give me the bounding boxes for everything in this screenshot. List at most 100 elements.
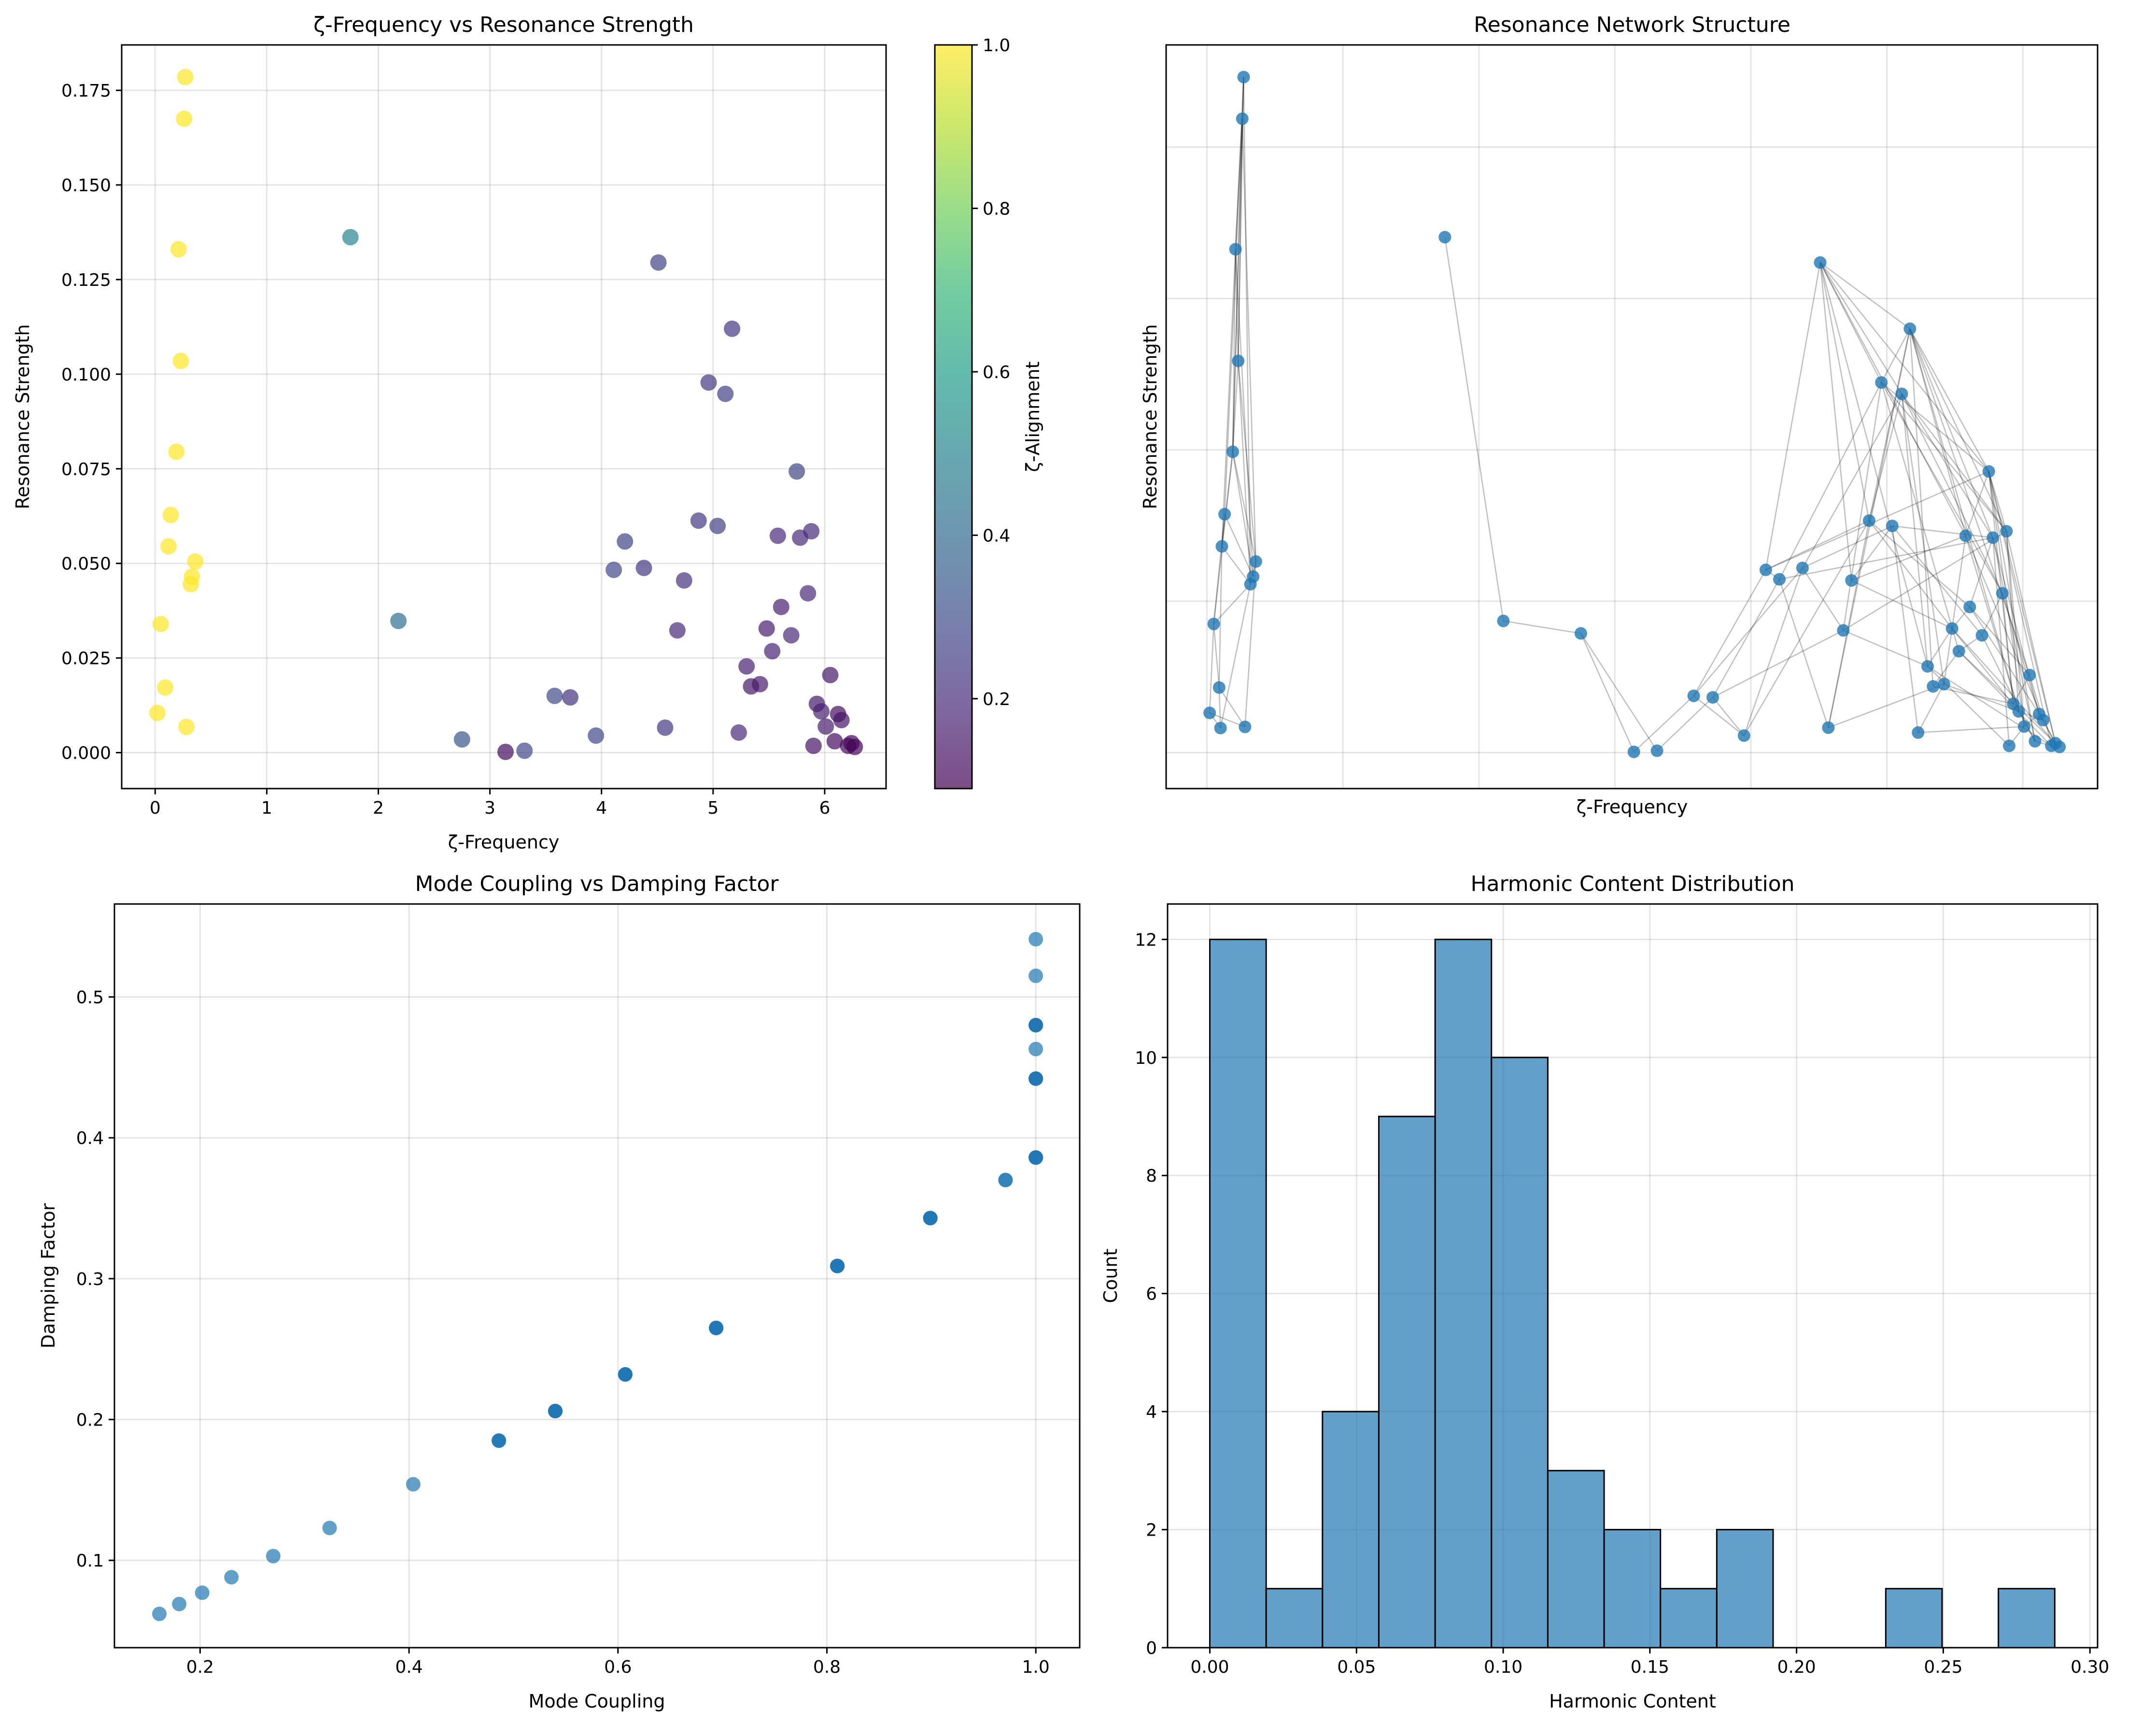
zeta-scatter-xtick-label: 5: [707, 798, 719, 818]
mode-coupling-point: [152, 1607, 167, 1621]
mode-coupling-ylabel: Damping Factor: [38, 1203, 59, 1348]
harmonic-hist-ytick-label: 10: [1135, 1048, 1157, 1068]
colorbar-frame: [934, 44, 973, 790]
zeta-scatter-point: [800, 585, 817, 602]
network-node: [1975, 629, 1988, 642]
network-node: [1627, 745, 1640, 758]
network-edge: [1765, 520, 1870, 571]
network-edge: [1988, 471, 2025, 727]
mode-coupling-ytick-label: 0.5: [76, 988, 104, 1008]
harmonic-hist-ytick-label: 12: [1135, 930, 1157, 950]
mode-coupling-xtick-label: 0.8: [813, 1657, 841, 1677]
network-edge: [1891, 525, 1919, 733]
zeta-scatter-point: [690, 512, 707, 529]
network-edge: [1988, 471, 2056, 744]
network-edge: [1901, 394, 2003, 594]
network-node: [1438, 231, 1451, 244]
network-edge: [1224, 514, 1254, 577]
network-edge: [1778, 382, 1882, 580]
harmonic-hist-bar: [1265, 1588, 1324, 1649]
zeta-scatter-ytick-label: 0.050: [61, 554, 111, 574]
network-edge: [1901, 394, 1945, 684]
network-node: [1229, 243, 1242, 256]
zeta-scatter-point: [178, 719, 195, 735]
zeta-scatter-title: ζ-Frequency vs Resonance Strength: [313, 13, 694, 37]
network-edge: [1909, 328, 2019, 712]
network-node: [1212, 681, 1226, 694]
zeta-scatter-point: [187, 553, 204, 570]
mode-coupling-point: [1029, 932, 1043, 946]
harmonic-hist-xtick-label: 0.05: [1337, 1657, 1376, 1677]
network-edge: [2006, 531, 2019, 712]
zeta-scatter-point: [342, 229, 359, 246]
mode-coupling-xtick-label: 0.2: [186, 1657, 214, 1677]
zeta-scatter-point: [606, 562, 622, 579]
network-edge: [1988, 471, 2052, 746]
network-edge: [1992, 537, 2010, 746]
network-node: [1987, 531, 2000, 544]
harmonic-hist-bar: [1998, 1588, 2056, 1649]
network-edge: [1232, 452, 1257, 562]
network-edge: [1235, 249, 1254, 577]
zeta-scatter-point: [738, 658, 755, 675]
network-edge: [1909, 328, 1934, 687]
mode-coupling-panel: 0.2 0.4 0.6 0.8 1.0 0.1 0.2 0.3 0.4 0.5 Mode Coup…: [38, 872, 1081, 1712]
zeta-scatter-point: [588, 727, 605, 744]
network-edge: [1712, 697, 1745, 736]
mode-coupling-point: [923, 1211, 938, 1226]
zeta-scatter-point: [758, 620, 775, 637]
zeta-scatter-point: [657, 719, 674, 736]
zeta-scatter-ytick-label: 0.175: [61, 81, 111, 101]
zeta-scatter-point: [676, 572, 692, 589]
network-node: [1996, 587, 2009, 600]
network-edge: [1843, 382, 1882, 631]
network-node: [1214, 721, 1227, 734]
zeta-scatter-point: [730, 724, 747, 741]
zeta-scatter-point: [773, 598, 789, 615]
mode-coupling-point: [1029, 968, 1043, 983]
network-title: Resonance Network Structure: [1474, 13, 1790, 37]
zeta-scatter-ytick-label: 0.075: [61, 460, 111, 480]
network-node: [1903, 322, 1916, 335]
network-edge: [1778, 579, 1829, 728]
network-node: [1203, 706, 1216, 720]
zeta-scatter-frame: [121, 44, 887, 790]
mode-coupling-title: Mode Coupling vs Damping Factor: [415, 872, 779, 896]
network-node: [1963, 600, 1976, 613]
harmonic-hist-bar: [1885, 1588, 1943, 1649]
colorbar-tick-label: 0.8: [983, 199, 1010, 219]
network-edge: [1819, 262, 1882, 383]
zeta-scatter-panel: 0 1 2 3 4 5 6 0.000 0.025 0.050 0.075 0.100 0.125 0.1…: [12, 13, 887, 853]
network-edge: [1909, 328, 2007, 532]
zeta-scatter-point: [516, 742, 533, 759]
mode-coupling-point: [618, 1367, 633, 1382]
zeta-scatter-point: [176, 110, 193, 127]
network-edge: [1743, 520, 1870, 736]
network-edge: [1944, 683, 2043, 721]
zeta-scatter-point: [617, 533, 634, 550]
network-edge: [1220, 584, 1251, 728]
network-node: [2023, 668, 2036, 681]
network-node: [2053, 740, 2066, 753]
network-edge: [1943, 536, 1967, 684]
network-node: [1773, 573, 1786, 586]
network-edge: [1743, 567, 1804, 736]
network-edge: [1969, 537, 1994, 607]
network-panel: Resonance Network Structure ζ-Frequency …: [1140, 13, 2099, 818]
network-node: [1912, 726, 1925, 739]
zeta-scatter-point: [170, 241, 187, 258]
network-node: [2000, 525, 2013, 538]
network-edge: [1241, 77, 1244, 119]
mode-coupling-ytick-label: 0.3: [76, 1270, 104, 1289]
mode-coupling-point: [1029, 1071, 1043, 1086]
mode-coupling-point: [195, 1585, 210, 1600]
network-node: [1497, 614, 1510, 627]
zeta-scatter-point: [650, 254, 667, 271]
network-edge: [1992, 537, 2036, 742]
harmonic-hist-xtick-label: 0.15: [1631, 1657, 1669, 1677]
network-edge: [1851, 535, 1966, 581]
network-node: [1927, 680, 1940, 693]
harmonic-hist-bar: [1209, 938, 1267, 1649]
zeta-scatter-point: [162, 507, 179, 523]
mode-coupling-ytick-label: 0.1: [76, 1551, 104, 1571]
